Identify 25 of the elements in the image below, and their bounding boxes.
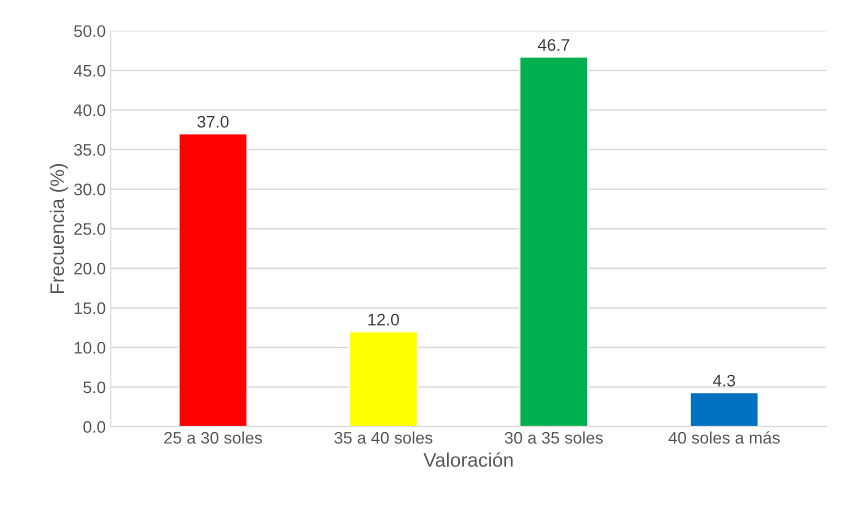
x-tick-label: 40 soles a más xyxy=(668,431,780,444)
y-tick-label: 40.0 xyxy=(74,104,106,116)
data-label: 12.0 xyxy=(368,314,399,326)
y-tick-label: 35.0 xyxy=(74,144,106,156)
data-label: 37.0 xyxy=(197,116,229,128)
x-tick-label: 25 a 30 soles xyxy=(164,431,262,444)
y-axis-title: Frecuencia (%) xyxy=(50,164,68,294)
y-tick-label: 20.0 xyxy=(74,262,106,275)
y-tick-label: 50.0 xyxy=(74,25,106,38)
y-tick-label: 25.0 xyxy=(74,223,106,235)
bar xyxy=(519,56,589,427)
y-tick-label: 5.0 xyxy=(83,381,106,394)
bar xyxy=(178,133,248,427)
x-tick-label: 35 a 40 soles xyxy=(334,431,432,444)
bar xyxy=(348,330,418,427)
x-tick-label: 30 a 35 soles xyxy=(504,431,603,444)
y-tick-label: 10.0 xyxy=(74,342,106,354)
y-tick-label: 0.0 xyxy=(83,421,106,433)
data-label: 4.3 xyxy=(713,374,736,387)
bar xyxy=(689,392,759,427)
y-tick-label: 30.0 xyxy=(74,184,106,196)
x-axis-title: Valoración xyxy=(423,452,513,467)
data-label: 46.7 xyxy=(538,39,570,51)
y-tick-label: 45.0 xyxy=(74,64,106,77)
y-tick-label: 15.0 xyxy=(74,302,106,314)
